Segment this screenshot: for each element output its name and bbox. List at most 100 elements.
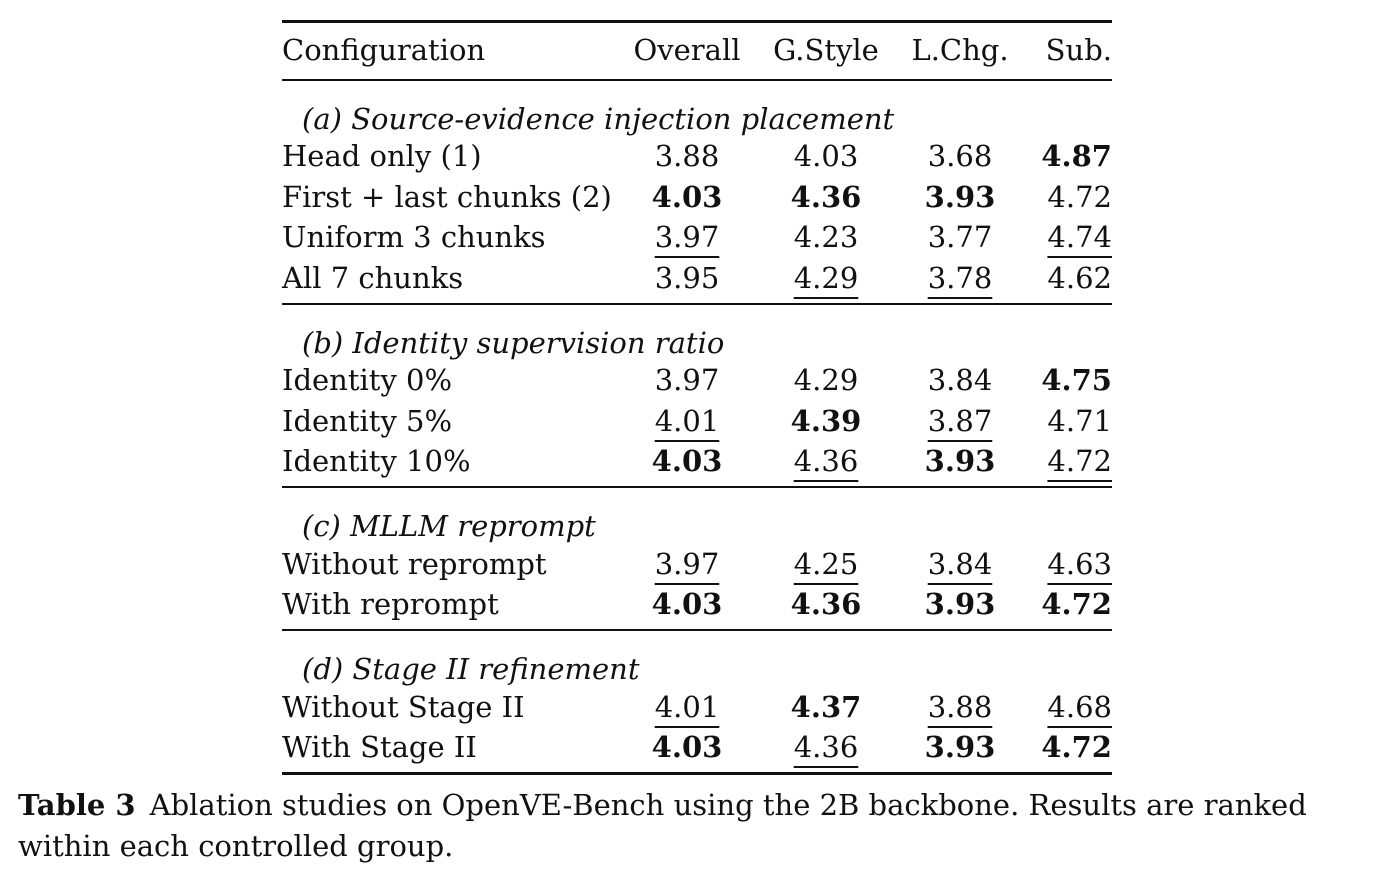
cell-value: 3.88 xyxy=(927,689,993,724)
cell-overall: 3.97 xyxy=(617,218,757,259)
cell-value: 4.36 xyxy=(793,444,859,479)
row-label: Without reprompt xyxy=(282,546,547,581)
cell-lchg: 3.87 xyxy=(895,401,1025,442)
cell-lchg: 3.68 xyxy=(895,137,1025,178)
cell-value: 4.36 xyxy=(790,179,862,214)
cell-value: 4.23 xyxy=(793,220,859,255)
cell-lchg: 3.93 xyxy=(895,441,1025,488)
caption-text: Ablation studies on OpenVE-Bench using t… xyxy=(18,788,1307,863)
table-body: (a) Source-evidence injection placement H… xyxy=(282,80,1112,775)
ablation-table: Configuration Overall G.Style L.Chg. Sub… xyxy=(282,20,1112,775)
row-label: Without Stage II xyxy=(282,689,525,724)
cell-value: 3.97 xyxy=(654,220,720,255)
cell-gstyle: 4.23 xyxy=(757,218,895,259)
cell-value: 3.78 xyxy=(927,260,993,295)
table-row: Uniform 3 chunks 3.97 4.23 3.77 4.74 xyxy=(282,218,1112,259)
cell-overall: 4.01 xyxy=(617,401,757,442)
cell-gstyle: 4.36 xyxy=(757,584,895,631)
cell-value: 4.01 xyxy=(654,403,720,438)
table-row: Identity 0% 3.97 4.29 3.84 4.75 xyxy=(282,361,1112,402)
cell-value: 4.63 xyxy=(1047,546,1112,581)
table-row: Without Stage II 4.01 4.37 3.88 4.68 xyxy=(282,687,1112,728)
cell-lchg: 3.78 xyxy=(895,258,1025,305)
table-row: First + last chunks (2) 4.03 4.36 3.93 4.72 xyxy=(282,177,1112,218)
cell-value: 4.01 xyxy=(654,689,720,724)
cell-gstyle: 4.36 xyxy=(757,441,895,488)
cell-value: 4.87 xyxy=(1041,139,1112,174)
caption-label: Table 3 xyxy=(18,788,136,822)
cell-value: 3.93 xyxy=(924,730,996,765)
cell-value: 4.36 xyxy=(790,587,862,622)
header-configuration: Configuration xyxy=(282,20,617,81)
cell-value: 4.25 xyxy=(793,546,859,581)
cell-value: 3.84 xyxy=(927,363,993,398)
group-title-row: (c) MLLM reprompt xyxy=(282,487,1112,544)
cell-sub: 4.63 xyxy=(1025,544,1112,585)
cell-value: 3.77 xyxy=(927,220,993,255)
cell-value: 4.03 xyxy=(651,444,723,479)
cell-overall: 3.97 xyxy=(617,361,757,402)
cell-gstyle: 4.37 xyxy=(757,687,895,728)
cell-gstyle: 4.36 xyxy=(757,727,895,775)
row-label: Identity 5% xyxy=(282,403,453,438)
cell-gstyle: 4.39 xyxy=(757,401,895,442)
cell-lchg: 3.93 xyxy=(895,727,1025,775)
row-label: Identity 10% xyxy=(282,441,617,488)
cell-overall: 3.88 xyxy=(617,137,757,178)
table-row: Without reprompt 3.97 4.25 3.84 4.63 xyxy=(282,544,1112,585)
cell-lchg: 3.77 xyxy=(895,218,1025,259)
table-header: Configuration Overall G.Style L.Chg. Sub… xyxy=(282,20,1112,81)
table-row: Identity 10% 4.03 4.36 3.93 4.72 xyxy=(282,441,1112,488)
cell-gstyle: 4.36 xyxy=(757,177,895,218)
cell-value: 3.88 xyxy=(654,139,720,174)
cell-lchg: 3.84 xyxy=(895,361,1025,402)
cell-lchg: 3.84 xyxy=(895,544,1025,585)
cell-value: 4.72 xyxy=(1047,444,1112,479)
cell-value: 3.97 xyxy=(654,363,720,398)
cell-overall: 3.97 xyxy=(617,544,757,585)
cell-value: 4.72 xyxy=(1041,730,1112,765)
cell-lchg: 3.93 xyxy=(895,584,1025,631)
cell-sub: 4.75 xyxy=(1025,361,1112,402)
table-row: Identity 5% 4.01 4.39 3.87 4.71 xyxy=(282,401,1112,442)
cell-value: 4.72 xyxy=(1041,587,1112,622)
cell-overall: 4.03 xyxy=(617,441,757,488)
cell-lchg: 3.93 xyxy=(895,177,1025,218)
table-row: With Stage II 4.03 4.36 3.93 4.72 xyxy=(282,727,1112,775)
cell-value: 4.72 xyxy=(1047,179,1112,214)
cell-value: 4.36 xyxy=(793,730,859,765)
row-label: Uniform 3 chunks xyxy=(282,220,546,255)
cell-value: 4.29 xyxy=(793,363,859,398)
cell-sub: 4.68 xyxy=(1025,687,1112,728)
cell-value: 4.39 xyxy=(790,403,862,438)
header-sub: Sub. xyxy=(1025,20,1112,81)
cell-value: 4.03 xyxy=(651,587,723,622)
cell-value: 4.71 xyxy=(1047,403,1112,438)
group-title-row: (a) Source-evidence injection placement xyxy=(282,80,1112,137)
row-label: With Stage II xyxy=(282,727,617,775)
header-lchg: L.Chg. xyxy=(895,20,1025,81)
cell-gstyle: 4.29 xyxy=(757,361,895,402)
row-label: Identity 0% xyxy=(282,363,453,398)
cell-overall: 4.03 xyxy=(617,727,757,775)
cell-value: 4.03 xyxy=(651,730,723,765)
cell-sub: 4.72 xyxy=(1025,727,1112,775)
cell-overall: 4.03 xyxy=(617,584,757,631)
cell-sub: 4.62 xyxy=(1025,258,1112,305)
cell-value: 3.93 xyxy=(924,444,996,479)
table-row: Head only (1) 3.88 4.03 3.68 4.87 xyxy=(282,137,1112,178)
cell-value: 4.37 xyxy=(790,689,862,724)
row-label: All 7 chunks xyxy=(282,258,617,305)
cell-value: 3.95 xyxy=(654,260,720,295)
cell-sub: 4.72 xyxy=(1025,441,1112,488)
cell-value: 3.87 xyxy=(927,403,993,438)
cell-sub: 4.74 xyxy=(1025,218,1112,259)
header-overall: Overall xyxy=(617,20,757,81)
header-row: Configuration Overall G.Style L.Chg. Sub… xyxy=(282,20,1112,81)
group-title: (a) Source-evidence injection placement xyxy=(302,101,895,136)
ablation-table-container: Configuration Overall G.Style L.Chg. Sub… xyxy=(282,20,1112,775)
cell-sub: 4.72 xyxy=(1025,177,1112,218)
cell-value: 4.75 xyxy=(1041,363,1112,398)
cell-value: 3.93 xyxy=(924,587,996,622)
cell-gstyle: 4.29 xyxy=(757,258,895,305)
